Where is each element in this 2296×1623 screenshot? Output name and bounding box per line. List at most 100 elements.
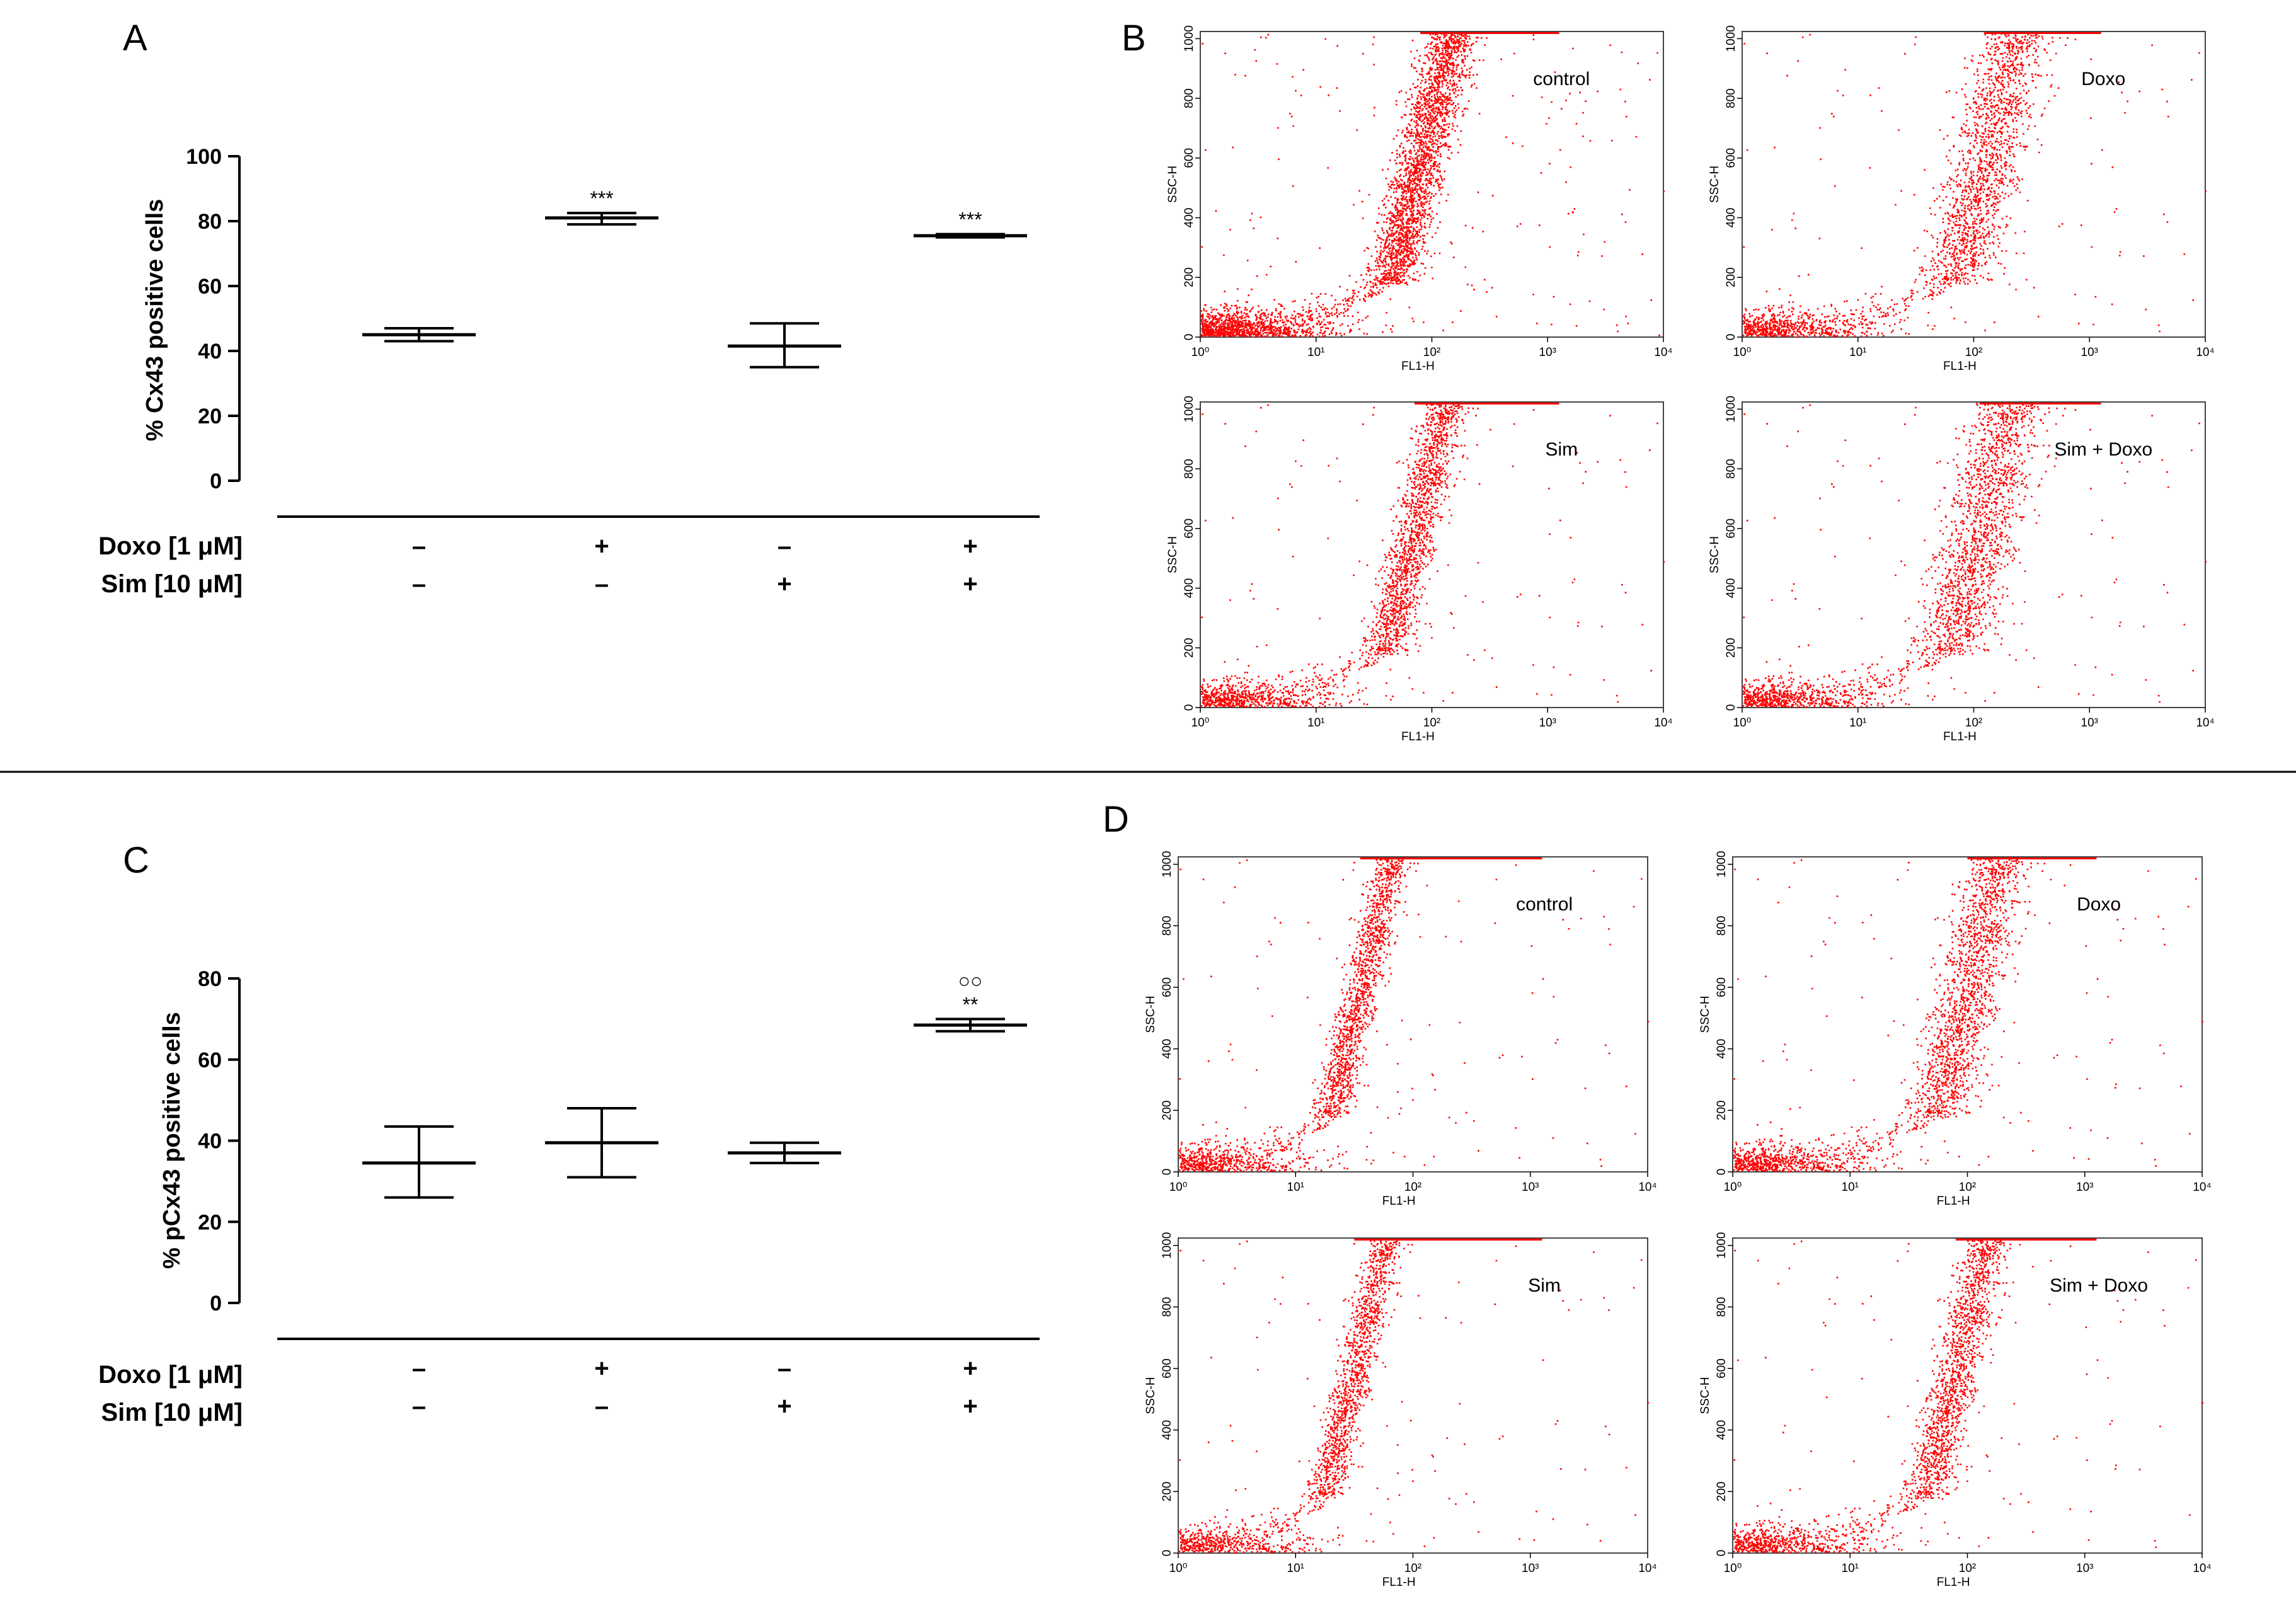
chart-a-group-2: *** — [545, 187, 658, 226]
chart-c-group-1 — [362, 1125, 476, 1199]
fcs-d-x-label: FL1-H — [1937, 1576, 1970, 1589]
fcs-d-plot-frame — [1178, 1237, 1648, 1554]
panel-letter-b: B — [1122, 18, 1146, 59]
fcs-b-plot-label: Doxo — [2081, 69, 2125, 89]
fcs-b-xtick-label: 10⁴ — [2196, 346, 2214, 359]
fcs-b-ytick-label: 200 — [1725, 267, 1738, 287]
fcs-d-ytick-label: 1000 — [1161, 851, 1174, 878]
fcs-b-xtick-label: 10² — [1965, 346, 1982, 359]
fcs-b-ytick-label: 200 — [1183, 267, 1196, 287]
fcs-b-ytick-label: 1000 — [1725, 25, 1738, 52]
fcs-d-xtick-label: 10³ — [2076, 1562, 2093, 1575]
chart-a-y-label: % Cx43 positive cells — [142, 199, 168, 441]
chart-a-cx43: % Cx43 positive cells 0 20 40 60 80 100 *** **… — [98, 145, 1040, 598]
chart-c-ytick-label: 60 — [198, 1048, 222, 1072]
fcs-d-xtick-label: 10⁰ — [1169, 1562, 1188, 1575]
fcs-d-x-label: FL1-H — [1937, 1195, 1970, 1208]
fcs-b-y-label: SSC-H — [1166, 536, 1180, 573]
fcs-b-ytick-label: 200 — [1725, 638, 1738, 658]
fcs-b-ytick-label: 400 — [1183, 208, 1196, 228]
fcs-d-ytick-label: 800 — [1715, 1297, 1728, 1317]
chart-c-ytick-label: 20 — [198, 1210, 222, 1234]
fcs-d-ytick-label: 1000 — [1715, 851, 1728, 878]
chart-a-group-1 — [362, 326, 476, 343]
fcs-b-plot-dots — [1742, 32, 2207, 338]
fcs-b-ytick-label: 0 — [1725, 704, 1738, 711]
fcs-b-xtick-label: 10¹ — [1307, 716, 1324, 730]
chart-c-sim-label: Sim [10 μM] — [101, 1399, 243, 1426]
fcs-d-ytick-label: 400 — [1715, 1420, 1728, 1440]
chart-c-pcx43: % pCx43 positive cells 0 20 40 60 80 **○○ Do… — [98, 967, 1040, 1426]
fcs-d-plot-frame — [1732, 856, 2203, 1173]
chart-c-condition-mark: – — [595, 1392, 609, 1420]
fcs-d-xtick-label: 10² — [1959, 1562, 1976, 1575]
fcs-d-ytick-label: 200 — [1715, 1100, 1728, 1120]
fcs-b-plot-2: 10⁰ 10¹ 10² 10³ 10⁴ 0 200 400 600 800 1000 FL1-H SSC… — [1708, 25, 2215, 373]
flow-panel-b: 10⁰ 10¹ 10² 10³ 10⁴ 0 200 400 600 800 1000 FL1-H SSC… — [1166, 25, 2215, 743]
fcs-d-y-label: SSC-H — [1144, 1377, 1157, 1414]
chart-a-ytick-label: 0 — [210, 469, 222, 493]
fcs-b-ytick-label: 1000 — [1183, 396, 1196, 422]
fcs-d-xtick-label: 10¹ — [1842, 1181, 1859, 1194]
fcs-d-xtick-label: 10¹ — [1287, 1181, 1304, 1194]
fcs-b-xtick-label: 10³ — [2081, 346, 2098, 359]
fcs-b-ytick-label: 800 — [1183, 459, 1196, 479]
chart-c-condition-mark: + — [963, 1355, 977, 1382]
chart-a-group-3 — [728, 322, 841, 369]
fcs-b-x-label: FL1-H — [1401, 730, 1435, 743]
chart-a-condition-mark: – — [412, 532, 426, 560]
fcs-b-plot-3: 10⁰ 10¹ 10² 10³ 10⁴ 0 200 400 600 800 1000 FL1-H SSC… — [1166, 396, 1673, 743]
fcs-d-xtick-label: 10³ — [1522, 1181, 1539, 1194]
fcs-b-xtick-label: 10² — [1965, 716, 1982, 730]
fcs-b-x-label: FL1-H — [1401, 360, 1435, 373]
fcs-d-ytick-label: 200 — [1715, 1481, 1728, 1501]
chart-a-ytick-label: 60 — [198, 275, 222, 299]
fcs-b-ytick-label: 400 — [1183, 578, 1196, 599]
chart-c-ytick-label: 40 — [198, 1130, 222, 1154]
fcs-b-ytick-label: 0 — [1183, 334, 1196, 341]
fcs-d-x-label: FL1-H — [1382, 1195, 1416, 1208]
fcs-d-plot-label: control — [1516, 894, 1573, 915]
fcs-d-y-label: SSC-H — [1699, 995, 1712, 1033]
fcs-d-ytick-label: 200 — [1161, 1100, 1174, 1120]
fcs-d-plot-frame — [1178, 856, 1648, 1173]
chart-c-group-4: **○○ — [914, 969, 1027, 1033]
fcs-d-ytick-label: 200 — [1161, 1481, 1174, 1501]
panel-letter-a: A — [123, 18, 147, 59]
fcs-d-xtick-label: 10⁰ — [1724, 1562, 1742, 1575]
fcs-b-ytick-label: 400 — [1725, 578, 1738, 599]
chart-a-condition-mark: + — [777, 570, 791, 598]
fcs-b-xtick-label: 10¹ — [1849, 346, 1866, 359]
chart-a-ytick-label: 20 — [198, 404, 222, 428]
chart-a-condition-mark: – — [595, 570, 609, 598]
chart-c-ytick-label: 80 — [198, 967, 222, 991]
panel-letter-c: C — [123, 840, 149, 881]
chart-a-condition-mark: – — [412, 570, 426, 598]
fcs-d-ytick-label: 0 — [1161, 1550, 1174, 1557]
fcs-b-xtick-label: 10² — [1423, 346, 1440, 359]
fcs-d-y-label: SSC-H — [1699, 1377, 1712, 1414]
fcs-b-ytick-label: 400 — [1725, 208, 1738, 228]
chart-a-significance: *** — [958, 209, 982, 231]
fcs-d-plot-label: Sim + Doxo — [2050, 1275, 2148, 1296]
fcs-d-ytick-label: 600 — [1161, 977, 1174, 997]
fcs-b-xtick-label: 10¹ — [1849, 716, 1866, 730]
fcs-d-xtick-label: 10² — [1404, 1181, 1421, 1194]
chart-c-ytick-label: 0 — [210, 1292, 222, 1316]
fcs-b-plot-dots — [1200, 402, 1665, 709]
fcs-b-x-label: FL1-H — [1943, 360, 1977, 373]
fcs-b-x-label: FL1-H — [1943, 730, 1977, 743]
chart-a-condition-mark: + — [594, 532, 609, 560]
chart-c-group-3 — [728, 1141, 841, 1164]
fcs-b-plot-label: control — [1533, 69, 1590, 89]
chart-c-condition-mark: – — [778, 1355, 791, 1382]
fcs-b-plot-frame — [1742, 31, 2206, 338]
fcs-d-plot-3: 10⁰ 10¹ 10² 10³ 10⁴ 0 200 400 600 800 1000 FL1-H SSC… — [1144, 1232, 1657, 1589]
fcs-d-xtick-label: 10³ — [2076, 1181, 2093, 1194]
fcs-b-ytick-label: 800 — [1725, 459, 1738, 479]
fcs-b-xtick-label: 10⁴ — [1654, 346, 1672, 359]
fcs-b-ytick-label: 600 — [1183, 148, 1196, 168]
fcs-b-xtick-label: 10³ — [2081, 716, 2098, 730]
chart-a-sim-label: Sim [10 μM] — [101, 570, 243, 598]
